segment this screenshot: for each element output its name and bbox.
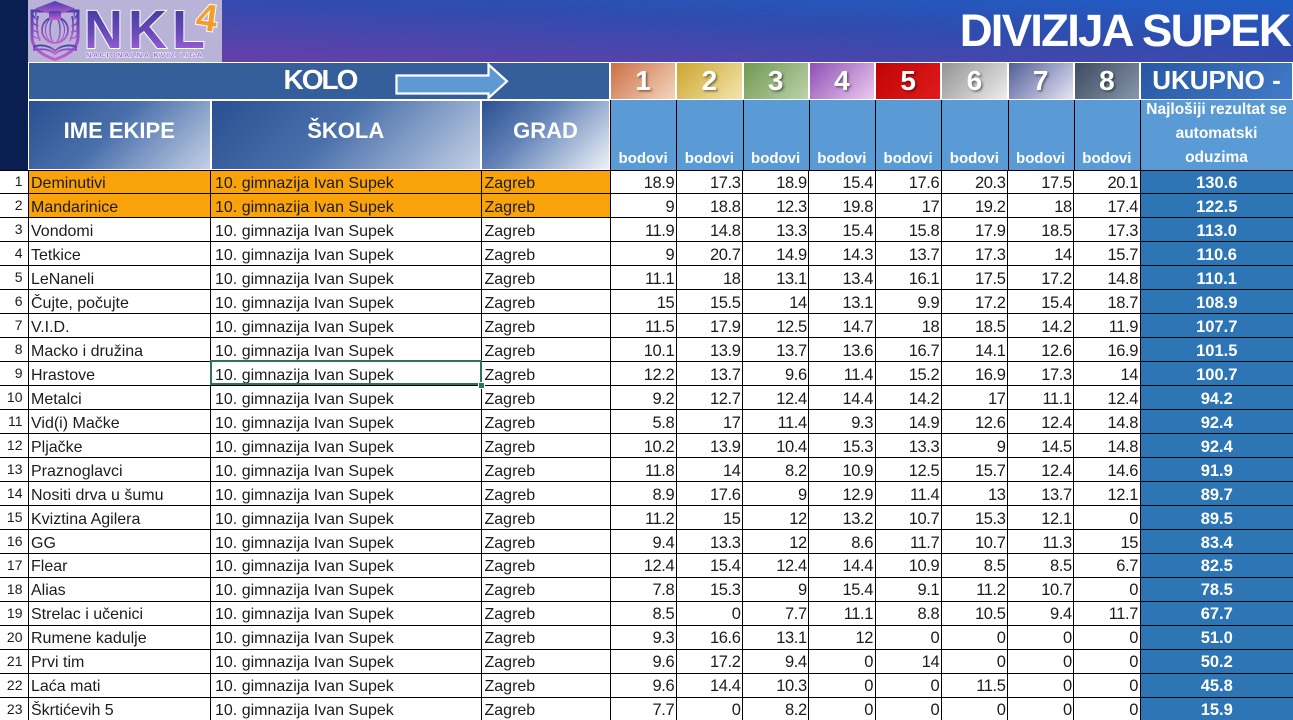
svg-text:4: 4 [194, 0, 221, 41]
svg-text:NKL: NKL [84, 0, 205, 60]
svg-text:NACIONALNA KVIZ LIGA: NACIONALNA KVIZ LIGA [86, 51, 203, 60]
